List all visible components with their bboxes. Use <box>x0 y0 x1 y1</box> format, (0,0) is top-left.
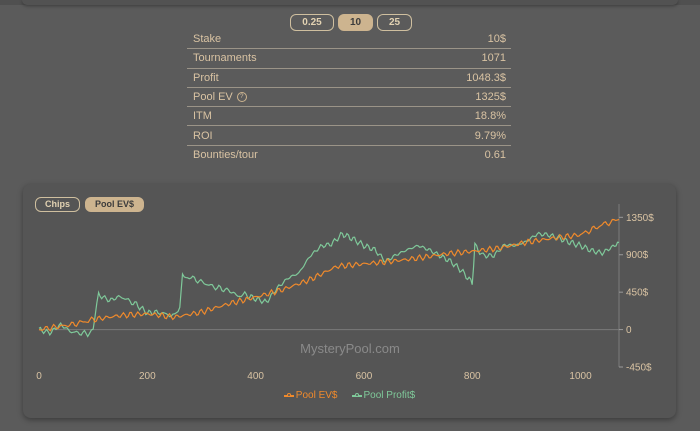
stat-row-itm: ITM 18.8% <box>187 107 511 127</box>
stat-row-tournaments: Tournaments 1071 <box>187 49 511 69</box>
stat-label: Stake <box>193 33 222 46</box>
stat-label: Tournaments <box>193 52 257 65</box>
series-pool-profit-line <box>38 231 620 338</box>
stat-row-roi: ROI 9.79% <box>187 126 511 146</box>
watermark: MysteryPool.com <box>300 341 400 356</box>
series-pool-ev-line <box>38 218 620 332</box>
stat-label: Pool EV <box>193 91 233 104</box>
stats-table: Stake 10$ Tournaments 1071 Profit 1048.3… <box>187 30 511 165</box>
stat-value: 0.61 <box>484 149 506 162</box>
legend-item-pool-profit[interactable]: Pool Profit$ <box>351 390 416 401</box>
stat-value: 18.8% <box>474 110 506 123</box>
x-tick-label: 0 <box>36 371 42 382</box>
x-tick-label: 1000 <box>569 371 592 382</box>
profit-chart[interactable]: MysteryPool.com 0 200 400 600 800 1000 1350$ 9… <box>23 184 676 418</box>
top-bar <box>0 0 700 5</box>
stat-label: ROI <box>193 129 213 142</box>
stat-row-pool-ev: Pool EV ? 1325$ <box>187 88 511 108</box>
stake-selector: 0.25 10 25 <box>290 14 412 31</box>
tab-pool-ev[interactable]: Pool EV$ <box>85 197 145 212</box>
stake-tab-10[interactable]: 10 <box>338 14 373 31</box>
y-tick-label: -450$ <box>626 363 652 374</box>
legend-label: Pool EV$ <box>295 390 338 401</box>
x-tick-label: 600 <box>356 371 373 382</box>
y-tick-label: 450$ <box>626 288 649 299</box>
x-tick-label: 400 <box>247 371 264 382</box>
stat-label: Bounties/tour <box>193 149 258 162</box>
legend-label: Pool Profit$ <box>363 390 416 401</box>
chart-mode-tabs: Chips Pool EV$ <box>35 197 145 212</box>
stat-value: 1325$ <box>475 91 506 104</box>
legend-swatch-pool-profit <box>351 392 362 397</box>
legend-item-pool-ev[interactable]: Pool EV$ <box>283 390 338 401</box>
chart-legend: Pool EV$ Pool Profit$ <box>23 390 676 401</box>
stat-value: 1048.3$ <box>466 71 506 84</box>
y-tick-label: 1350$ <box>626 213 654 224</box>
x-tick-label: 200 <box>139 371 156 382</box>
chart-series <box>38 218 620 338</box>
stat-label: Profit <box>193 71 219 84</box>
legend-swatch-pool-ev <box>283 392 294 397</box>
x-axis-ticks: 0 200 400 600 800 1000 <box>36 371 592 382</box>
stat-label: ITM <box>193 110 212 123</box>
top-bar-panel <box>22 0 678 5</box>
stat-value: 1071 <box>481 52 506 65</box>
y-tick-label: 0 <box>626 325 632 336</box>
stat-value: 10$ <box>487 33 506 46</box>
chart-grid <box>39 204 620 367</box>
stat-row-bounties: Bounties/tour 0.61 <box>187 146 511 165</box>
y-axis-ticks: 1350$ 900$ 450$ 0 -450$ <box>619 213 654 374</box>
stat-row-profit: Profit 1048.3$ <box>187 69 511 88</box>
stat-label-group: Pool EV ? <box>193 91 247 103</box>
stake-tab-25[interactable]: 25 <box>377 14 412 31</box>
stat-row-stake: Stake 10$ <box>187 30 511 50</box>
chart-panel: Chips Pool EV$ MysteryPool.com 0 200 400 60… <box>23 184 676 418</box>
stat-value: 9.79% <box>474 129 506 142</box>
tab-chips[interactable]: Chips <box>35 197 81 212</box>
x-tick-label: 800 <box>464 371 481 382</box>
info-icon[interactable]: ? <box>236 92 247 103</box>
stake-tab-0-25[interactable]: 0.25 <box>290 14 334 31</box>
y-tick-label: 900$ <box>626 250 649 261</box>
